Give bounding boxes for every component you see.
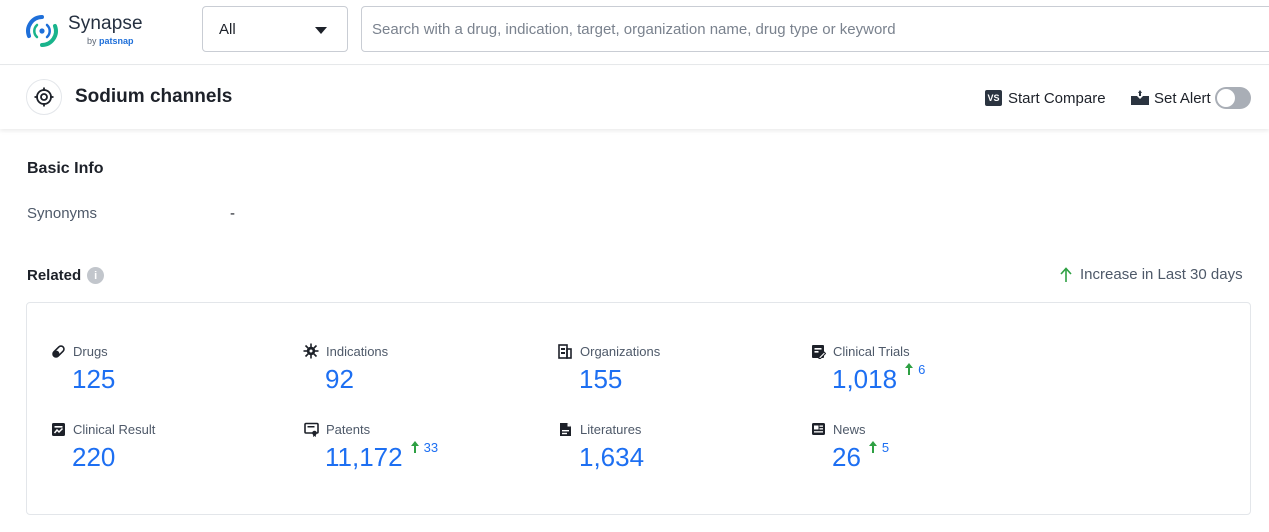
- stat-label: Literatures: [580, 422, 641, 437]
- stat-label: Organizations: [580, 344, 660, 359]
- stat-news[interactable]: News 26 5: [810, 421, 889, 471]
- logo-byline: by patsnap: [87, 36, 134, 46]
- arrow-up-icon: [410, 440, 420, 454]
- stat-label: Drugs: [73, 344, 108, 359]
- stat-clinical-result[interactable]: Clinical Result 220: [50, 421, 155, 471]
- logo-wordmark: Synapse: [68, 13, 143, 35]
- report-icon: [50, 421, 66, 437]
- stat-organizations[interactable]: Organizations 155: [557, 343, 660, 393]
- stat-value[interactable]: 1,634: [579, 443, 644, 471]
- related-stats-panel: Drugs 125 Indications 92 Organizations 1…: [26, 302, 1251, 515]
- related-title: Related i: [27, 267, 104, 284]
- certificate-icon: [303, 421, 319, 437]
- stat-label: Clinical Trials: [833, 344, 910, 359]
- arrow-up-icon: [1060, 267, 1072, 283]
- basic-info-title: Basic Info: [27, 160, 103, 178]
- increase-count[interactable]: 6: [918, 362, 925, 377]
- virus-icon: [303, 343, 319, 359]
- search-scope-select[interactable]: All: [202, 6, 348, 52]
- stat-indications[interactable]: Indications 92: [303, 343, 388, 393]
- increase-legend: Increase in Last 30 days: [1060, 266, 1243, 283]
- stat-value[interactable]: 155: [579, 365, 622, 393]
- stat-row: 92: [303, 365, 388, 393]
- stat-head: News: [810, 421, 889, 437]
- stat-row: 220: [50, 443, 155, 471]
- compare-icon: VS: [985, 90, 1002, 106]
- set-alert-label: Set Alert: [1154, 90, 1211, 107]
- synonyms-value: -: [230, 205, 235, 222]
- increase-count[interactable]: 5: [882, 440, 889, 455]
- page-title: Sodium channels: [75, 86, 232, 108]
- stat-value[interactable]: 220: [72, 443, 115, 471]
- stat-clinical-trials[interactable]: Clinical Trials 1,018 6: [810, 343, 925, 393]
- stat-row: 26 5: [810, 443, 889, 471]
- related-title-text: Related: [27, 267, 81, 284]
- stat-value[interactable]: 1,018: [832, 365, 897, 393]
- synapse-logo[interactable]: Synapse by patsnap: [24, 11, 174, 51]
- increase-indicator: 6: [904, 362, 925, 377]
- crosshair-icon: [34, 87, 54, 107]
- start-compare-button[interactable]: VS Start Compare: [985, 87, 1106, 109]
- stat-head: Indications: [303, 343, 388, 359]
- stat-head: Clinical Result: [50, 421, 155, 437]
- stat-row: 125: [50, 365, 115, 393]
- stat-value[interactable]: 11,172: [325, 443, 403, 471]
- document-icon: [557, 421, 573, 437]
- title-bar: Sodium channels VS Start Compare Set Ale…: [0, 66, 1269, 129]
- search-input[interactable]: [361, 6, 1269, 52]
- increase-indicator: 5: [868, 440, 889, 455]
- stat-row: 1,634: [557, 443, 644, 471]
- stat-value[interactable]: 26: [832, 443, 861, 471]
- stat-head: Patents: [303, 421, 438, 437]
- target-icon: [26, 79, 62, 115]
- logo-brand-text: patsnap: [99, 36, 134, 46]
- newspaper-icon: [810, 421, 826, 437]
- arrow-up-icon: [904, 362, 914, 376]
- stat-value[interactable]: 125: [72, 365, 115, 393]
- top-bar: Synapse by patsnap All: [0, 0, 1269, 65]
- arrow-up-icon: [868, 440, 878, 454]
- stat-label: News: [833, 422, 866, 437]
- stat-label: Indications: [326, 344, 388, 359]
- stat-value[interactable]: 92: [325, 365, 354, 393]
- stat-patents[interactable]: Patents 11,172 33: [303, 421, 438, 471]
- stat-label: Clinical Result: [73, 422, 155, 437]
- stat-label: Patents: [326, 422, 370, 437]
- stat-row: 1,018 6: [810, 365, 925, 393]
- stat-literatures[interactable]: Literatures 1,634: [557, 421, 644, 471]
- stat-drugs[interactable]: Drugs 125: [50, 343, 115, 393]
- pill-icon: [50, 343, 66, 359]
- alert-bell-icon: [1130, 90, 1150, 106]
- logo-by-text: by: [87, 36, 97, 46]
- alert-toggle[interactable]: [1215, 87, 1251, 109]
- stat-row: 11,172 33: [303, 443, 438, 471]
- increase-count[interactable]: 33: [424, 440, 438, 455]
- stat-head: Literatures: [557, 421, 644, 437]
- increase-legend-label: Increase in Last 30 days: [1080, 266, 1243, 283]
- stat-row: 155: [557, 365, 660, 393]
- info-icon[interactable]: i: [87, 267, 104, 284]
- stat-head: Organizations: [557, 343, 660, 359]
- search-scope-value: All: [219, 21, 236, 38]
- caret-down-icon: [315, 27, 327, 34]
- stat-head: Drugs: [50, 343, 115, 359]
- increase-indicator: 33: [410, 440, 438, 455]
- synapse-logo-icon: [24, 14, 60, 48]
- clipboard-icon: [810, 343, 826, 359]
- start-compare-label: Start Compare: [1008, 90, 1106, 107]
- building-icon: [557, 343, 573, 359]
- synonyms-label: Synonyms: [27, 205, 97, 222]
- set-alert-button[interactable]: Set Alert: [1130, 87, 1211, 109]
- stat-head: Clinical Trials: [810, 343, 925, 359]
- toggle-knob: [1217, 89, 1235, 107]
